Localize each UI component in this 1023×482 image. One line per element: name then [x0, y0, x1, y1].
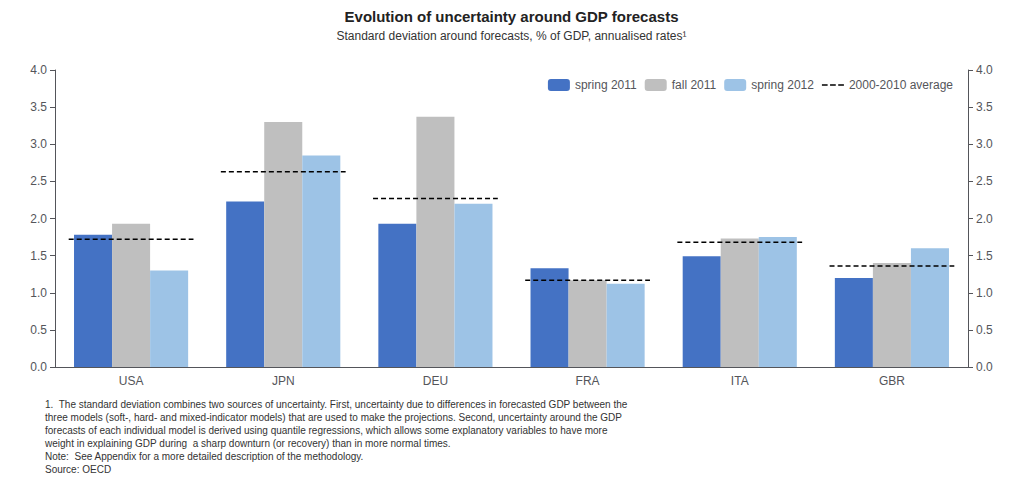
svg-text:USA: USA	[119, 374, 144, 388]
svg-text:JPN: JPN	[272, 374, 295, 388]
svg-text:2.0: 2.0	[30, 212, 47, 226]
svg-text:spring 2011: spring 2011	[575, 78, 637, 92]
svg-text:Evolution of uncertainty aroun: Evolution of uncertainty around GDP fore…	[345, 8, 679, 25]
svg-text:3.0: 3.0	[30, 137, 47, 151]
svg-text:3.0: 3.0	[976, 137, 993, 151]
svg-text:1.5: 1.5	[976, 249, 993, 263]
svg-text:4.0: 4.0	[30, 63, 47, 77]
svg-text:2.0: 2.0	[976, 212, 993, 226]
svg-text:3.5: 3.5	[976, 100, 993, 114]
svg-text:DEU: DEU	[423, 374, 448, 388]
svg-text:4.0: 4.0	[976, 63, 993, 77]
svg-text:1.0: 1.0	[976, 286, 993, 300]
svg-text:1. The standard deviation com: 1. The standard deviation combines two s…	[45, 399, 628, 410]
svg-text:ITA: ITA	[731, 374, 749, 388]
svg-text:three models (soft-, hard- and: three models (soft-, hard- and mixed-ind…	[45, 412, 622, 423]
svg-text:0.0: 0.0	[30, 360, 47, 374]
svg-text:1.5: 1.5	[30, 249, 47, 263]
svg-text:fall 2011: fall 2011	[672, 78, 717, 92]
svg-text:2.5: 2.5	[30, 174, 47, 188]
svg-text:1.0: 1.0	[30, 286, 47, 300]
svg-text:GBR: GBR	[879, 374, 905, 388]
svg-text:forecasts of each individual m: forecasts of each individual model is de…	[45, 425, 608, 436]
svg-text:2.5: 2.5	[976, 174, 993, 188]
svg-text:spring 2012: spring 2012	[751, 78, 814, 92]
svg-text:0.0: 0.0	[976, 360, 993, 374]
svg-text:Standard deviation around fore: Standard deviation around forecasts, % o…	[337, 29, 687, 43]
svg-text:0.5: 0.5	[30, 323, 47, 337]
svg-text:Source: OECD: Source: OECD	[45, 464, 111, 475]
svg-text:0.5: 0.5	[976, 323, 993, 337]
svg-text:2000-2010 average: 2000-2010 average	[849, 78, 953, 92]
svg-text:3.5: 3.5	[30, 100, 47, 114]
svg-text:FRA: FRA	[576, 374, 600, 388]
svg-text:weight in explaining GDP durin: weight in explaining GDP during a sharp …	[44, 438, 451, 449]
svg-text:Note: See Appendix for a more: Note: See Appendix for a more detailed d…	[45, 451, 363, 462]
